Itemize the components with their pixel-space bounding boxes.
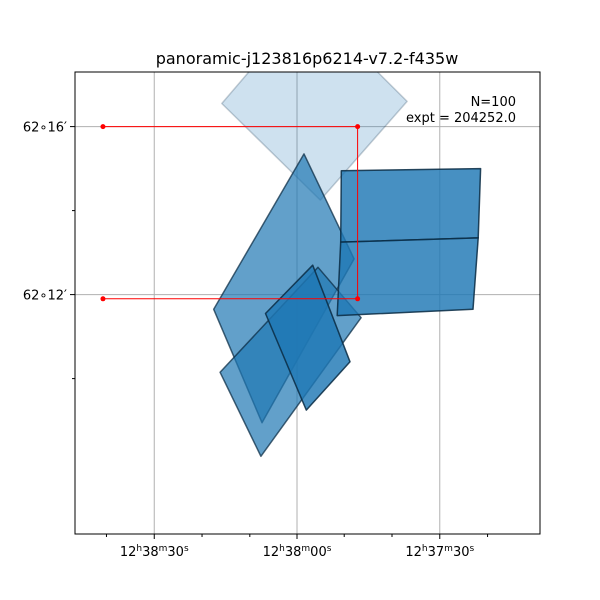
x-tick-label: 12h38m30s [120,544,189,560]
y-tick-label: 62∘16′ [23,121,67,136]
plot-frame [74,71,541,535]
x-tick-label: 12h38m00s [263,544,332,560]
chart-title: panoramic-j123816p6214-v7.2-f435w [156,49,459,68]
ticks: 12h38m30s 12h38m00s 12h37m30s 62∘16′ 62∘12′ [23,121,489,560]
y-tick-label: 62∘12′ [23,289,67,304]
footprint-polygon [264,264,351,411]
box-vertex [100,296,106,302]
annotation-exptime: expt = 204252.0 [406,111,516,126]
box-vertex [355,296,361,302]
x-tick-label: 12h37m30s [405,544,474,560]
footprints [212,72,482,458]
box-outline [103,126,359,300]
annotation-count: N=100 [471,95,516,110]
footprint-polygon [339,167,482,243]
box-vertex [100,124,106,130]
footprint-polygon [221,72,408,201]
box-vertex [355,124,361,130]
selection-box [100,124,361,302]
footprint-polygon [336,237,479,317]
